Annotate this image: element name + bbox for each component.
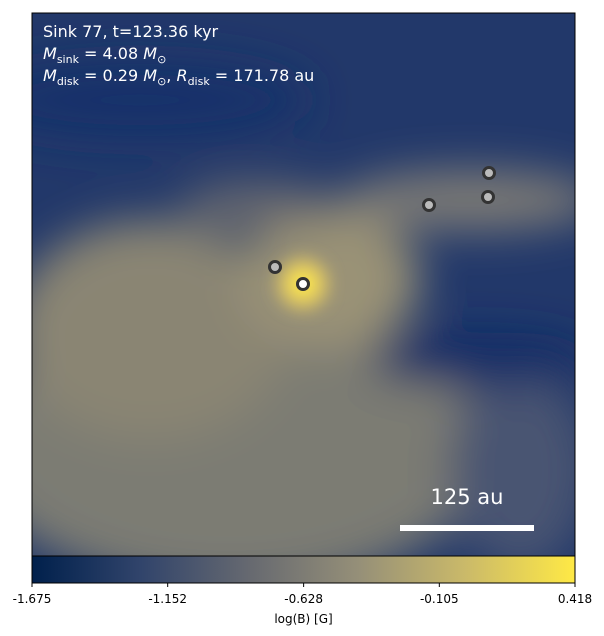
annotation-part: sink [57, 53, 80, 66]
sink-marker [422, 198, 436, 212]
sink-marker [481, 190, 495, 204]
annotation-part: M [143, 44, 157, 63]
annotation-part: ⊙ [157, 75, 166, 88]
annotation-part: disk [188, 75, 211, 88]
colorbar-tick-label: -1.675 [13, 592, 52, 606]
annotation-part: Sink 77, t=123.36 kyr [43, 22, 219, 41]
annotation-part: = 4.08 [79, 44, 143, 63]
sink-marker [482, 166, 496, 180]
annotation-part: M [43, 66, 57, 85]
annotation-part: M [143, 66, 157, 85]
annotation-part: = 0.29 [79, 66, 143, 85]
annotation-part: R [176, 66, 187, 85]
annotation: Sink 77, t=123.36 kyr [43, 22, 219, 41]
scale-bar-label: 125 au [431, 485, 504, 509]
scale-bar [400, 525, 534, 531]
annotation-part: , [166, 66, 176, 85]
sink-marker [268, 260, 282, 274]
annotation-part: M [43, 44, 57, 63]
colorbar [31, 555, 576, 584]
annotation-part: disk [57, 75, 80, 88]
annotation: Mdisk = 0.29 M⊙, Rdisk = 171.78 au [43, 66, 314, 88]
annotation-part: ⊙ [157, 53, 166, 66]
sink-markers [268, 166, 496, 291]
colorbar-tick-label: -1.152 [148, 592, 187, 606]
field-image [32, 13, 575, 556]
colorbar-tick-label: 0.418 [558, 592, 592, 606]
annotation: Msink = 4.08 M⊙ [43, 44, 166, 66]
colorbar-label: log(B) [G] [274, 612, 332, 626]
colorbar-tick-label: -0.105 [420, 592, 459, 606]
colorbar-tick-label: -0.628 [284, 592, 323, 606]
sink-marker [296, 277, 310, 291]
annotation-part: = 171.78 au [210, 66, 315, 85]
